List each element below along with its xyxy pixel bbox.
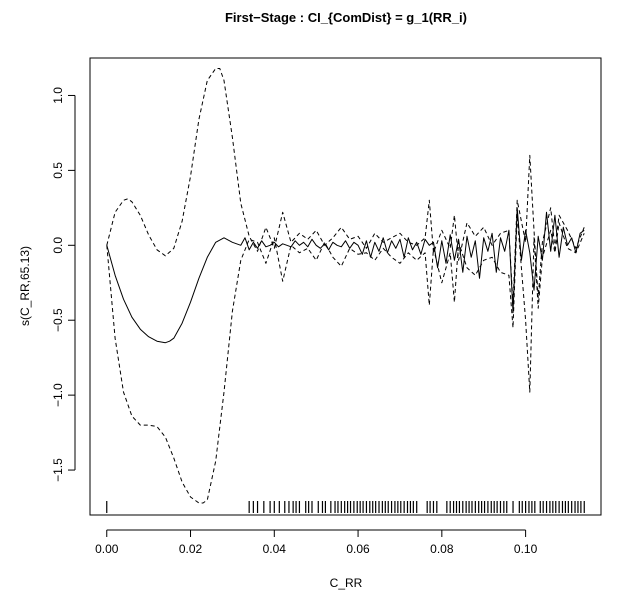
- confidence-band-line: [106, 214, 585, 504]
- y-tick-label: −1.5: [51, 458, 65, 482]
- x-axis: 0.00 0.02 0.04 0.06 0.08 0.10: [95, 529, 538, 556]
- y-axis-title: s(C_RR,65.13): [18, 246, 32, 326]
- x-tick-label: 0.06: [346, 542, 370, 556]
- smooth-estimate-line: [106, 207, 585, 344]
- rug-layer: [106, 501, 585, 513]
- plot-frame: [89, 57, 602, 516]
- x-tick-label: 0.00: [95, 542, 119, 556]
- series-layer: [106, 68, 585, 504]
- y-tick-label: 0.5: [51, 162, 65, 179]
- x-tick-label: 0.10: [514, 542, 538, 556]
- y-tick-label: 1.0: [51, 87, 65, 104]
- y-axis: −1.5 −1.0 −0.5 0.0 0.5 1.0: [51, 87, 76, 482]
- y-tick-label: −0.5: [51, 308, 65, 332]
- x-tick-label: 0.08: [430, 542, 454, 556]
- x-tick-label: 0.02: [179, 542, 203, 556]
- y-tick-label: 0.0: [51, 237, 65, 254]
- chart-title: First−Stage : CI_{ComDist} = g_1(RR_i): [225, 10, 467, 25]
- confidence-band-line: [106, 68, 585, 306]
- x-tick-label: 0.04: [263, 542, 287, 556]
- y-tick-label: −1.0: [51, 383, 65, 407]
- x-axis-title: C_RR: [330, 576, 363, 590]
